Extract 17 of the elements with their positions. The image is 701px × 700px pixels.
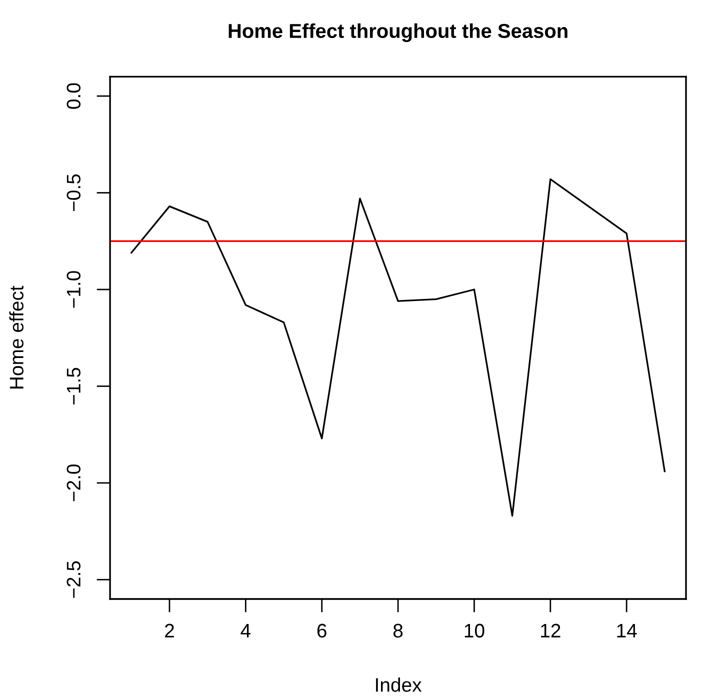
- y-tick-label: −1.5: [66, 368, 81, 404]
- x-tick-label: 2: [165, 624, 174, 638]
- x-tick-label: 12: [541, 624, 560, 638]
- chart-title: Home Effect throughout the Season: [228, 23, 568, 42]
- y-axis-title: Home effect: [9, 286, 24, 388]
- y-tick-label: −0.5: [66, 174, 81, 212]
- y-tick-label: −2.5: [66, 561, 81, 598]
- y-tick-label: −1.0: [66, 271, 81, 308]
- x-tick-label: 10: [464, 624, 484, 638]
- y-tick-label: 0.0: [66, 83, 81, 109]
- x-tick-label: 4: [240, 624, 250, 638]
- x-tick-label: 14: [617, 624, 637, 638]
- x-tick-label: 6: [317, 624, 326, 638]
- line-series: [130, 178, 666, 517]
- y-tick-label: −2.0: [66, 464, 81, 502]
- x-axis-title: Index: [376, 678, 422, 692]
- x-tick-label: 8: [393, 624, 403, 638]
